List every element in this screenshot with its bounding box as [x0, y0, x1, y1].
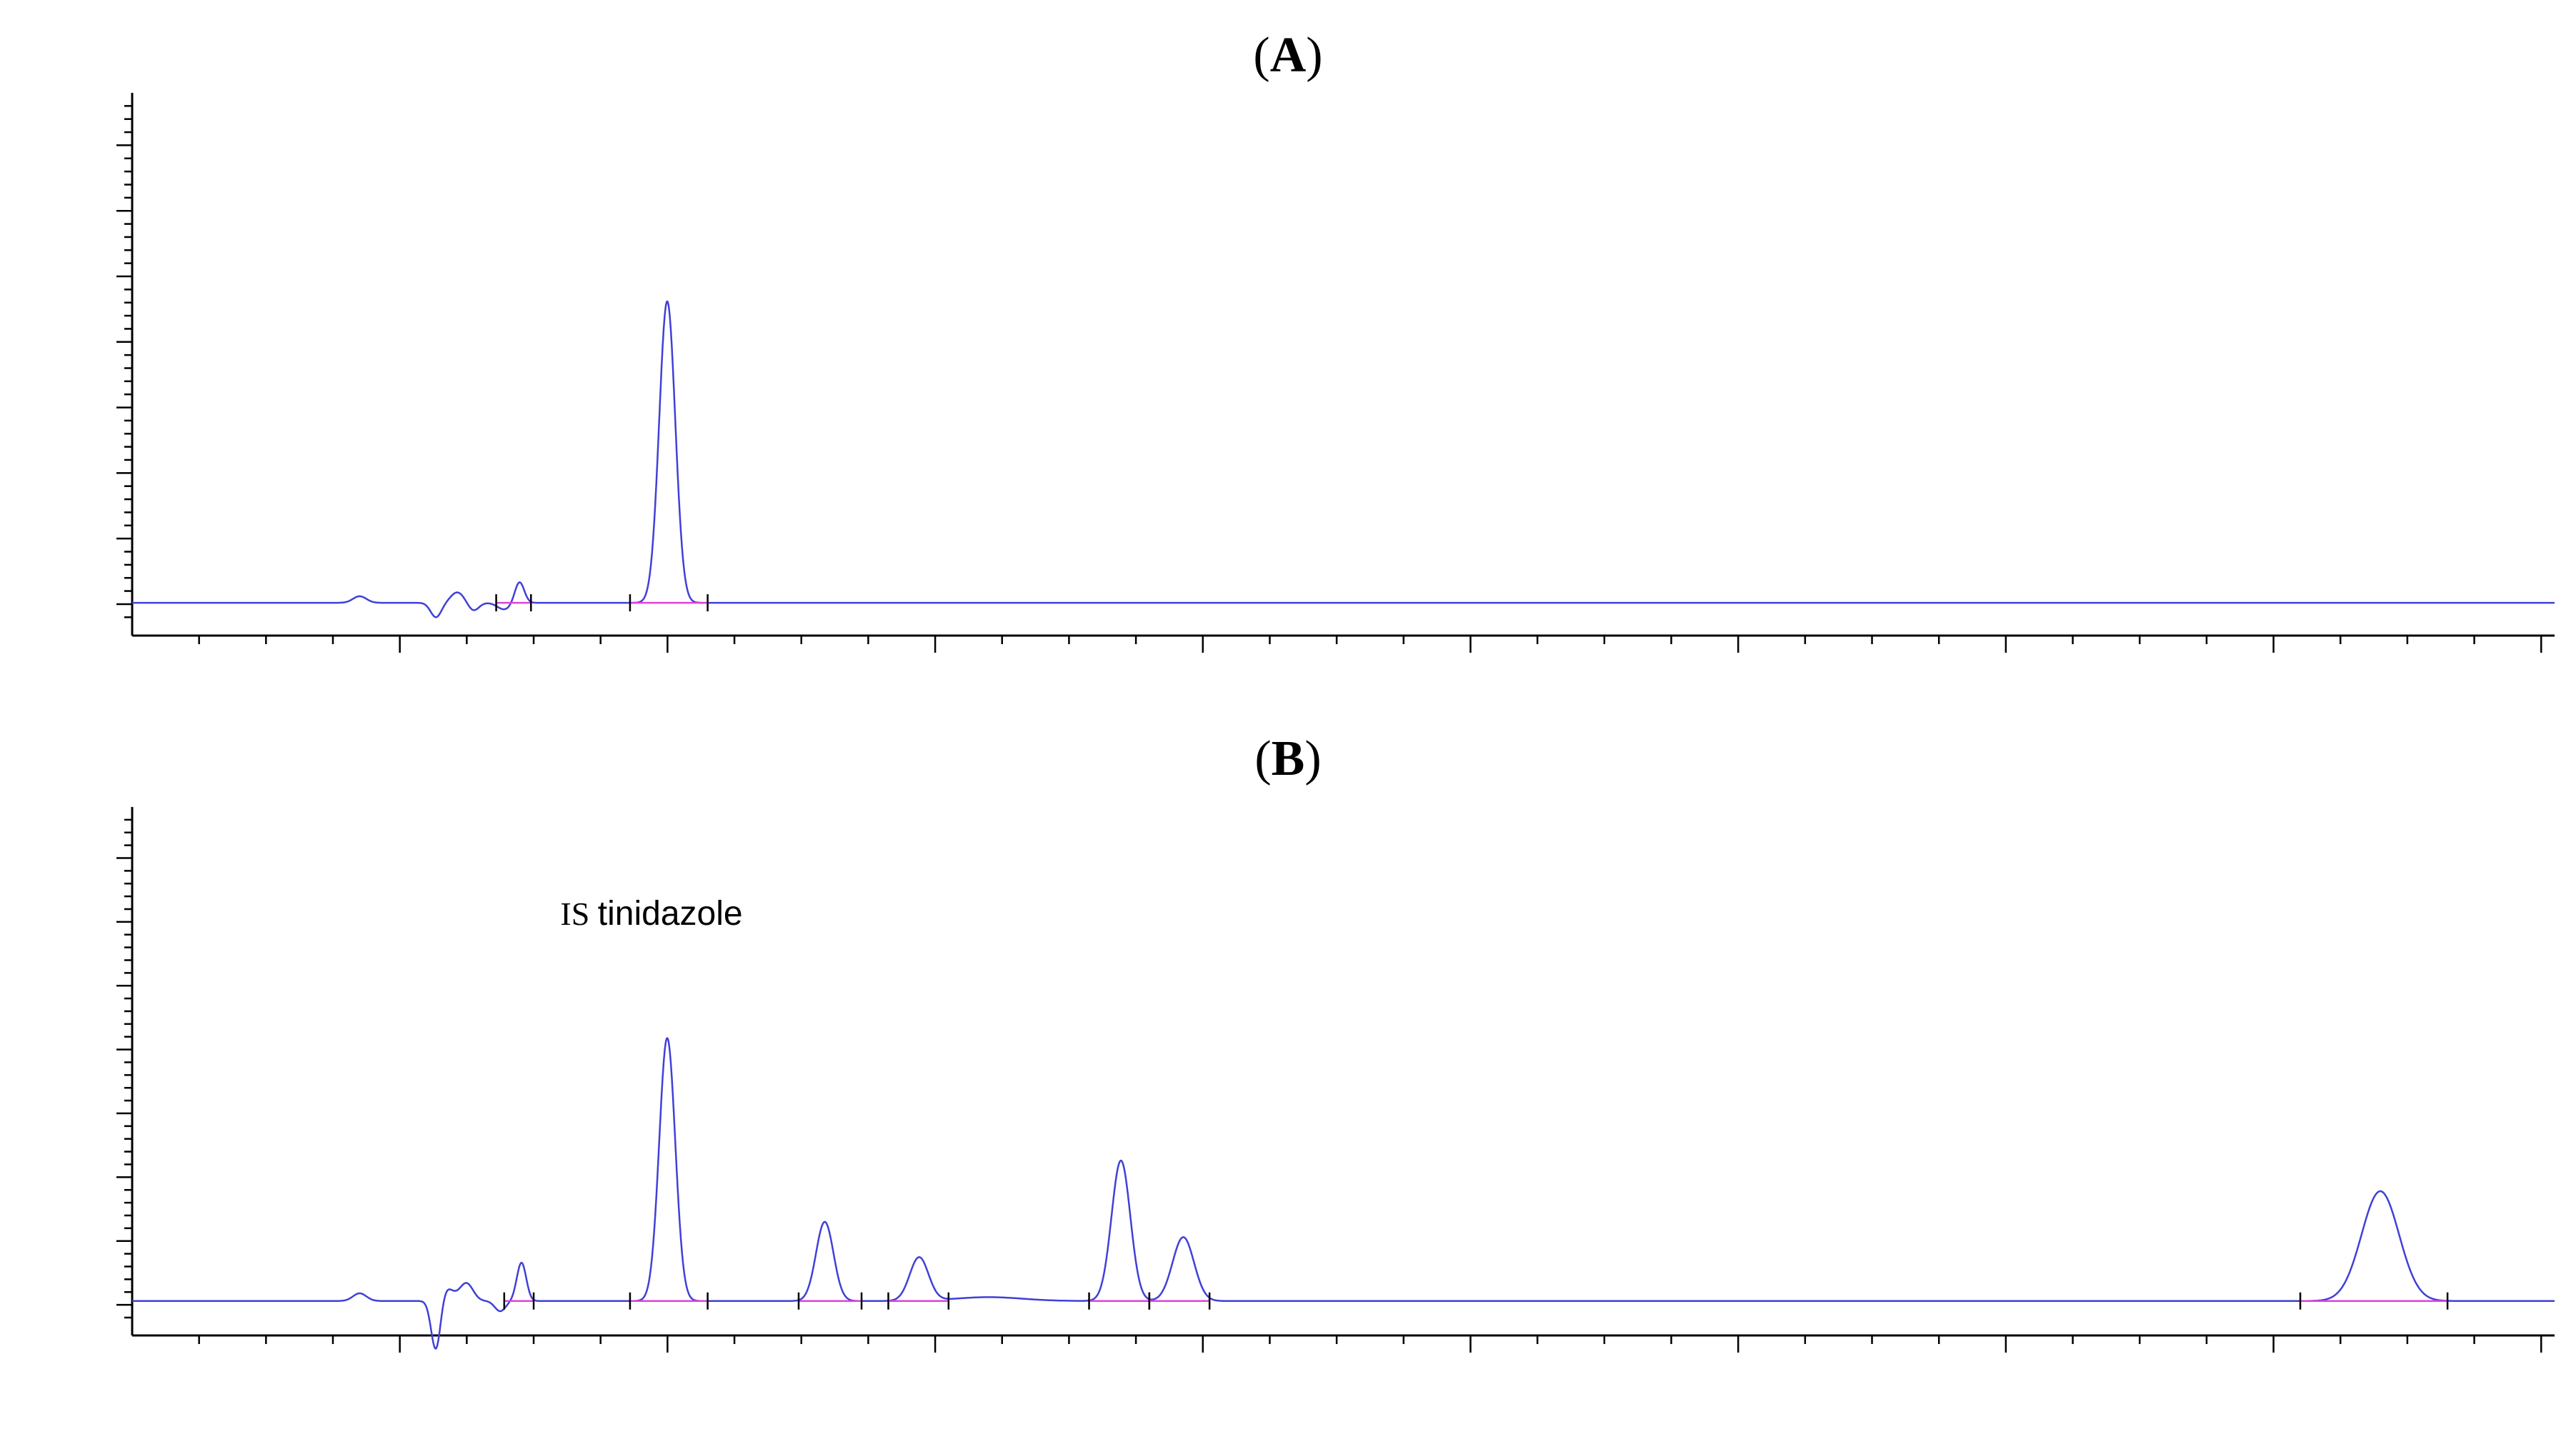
compound-label: IS tinidazole	[560, 895, 742, 933]
chart-panel-b: (B) IS tinidazole	[116, 731, 2555, 1353]
panel-label: (A)	[1253, 28, 1322, 83]
chart-panel-a: (A)	[116, 28, 2555, 653]
signal-trace	[131, 300, 2555, 618]
panel-label: (B)	[1254, 731, 1321, 786]
signal-trace	[131, 1037, 2555, 1350]
